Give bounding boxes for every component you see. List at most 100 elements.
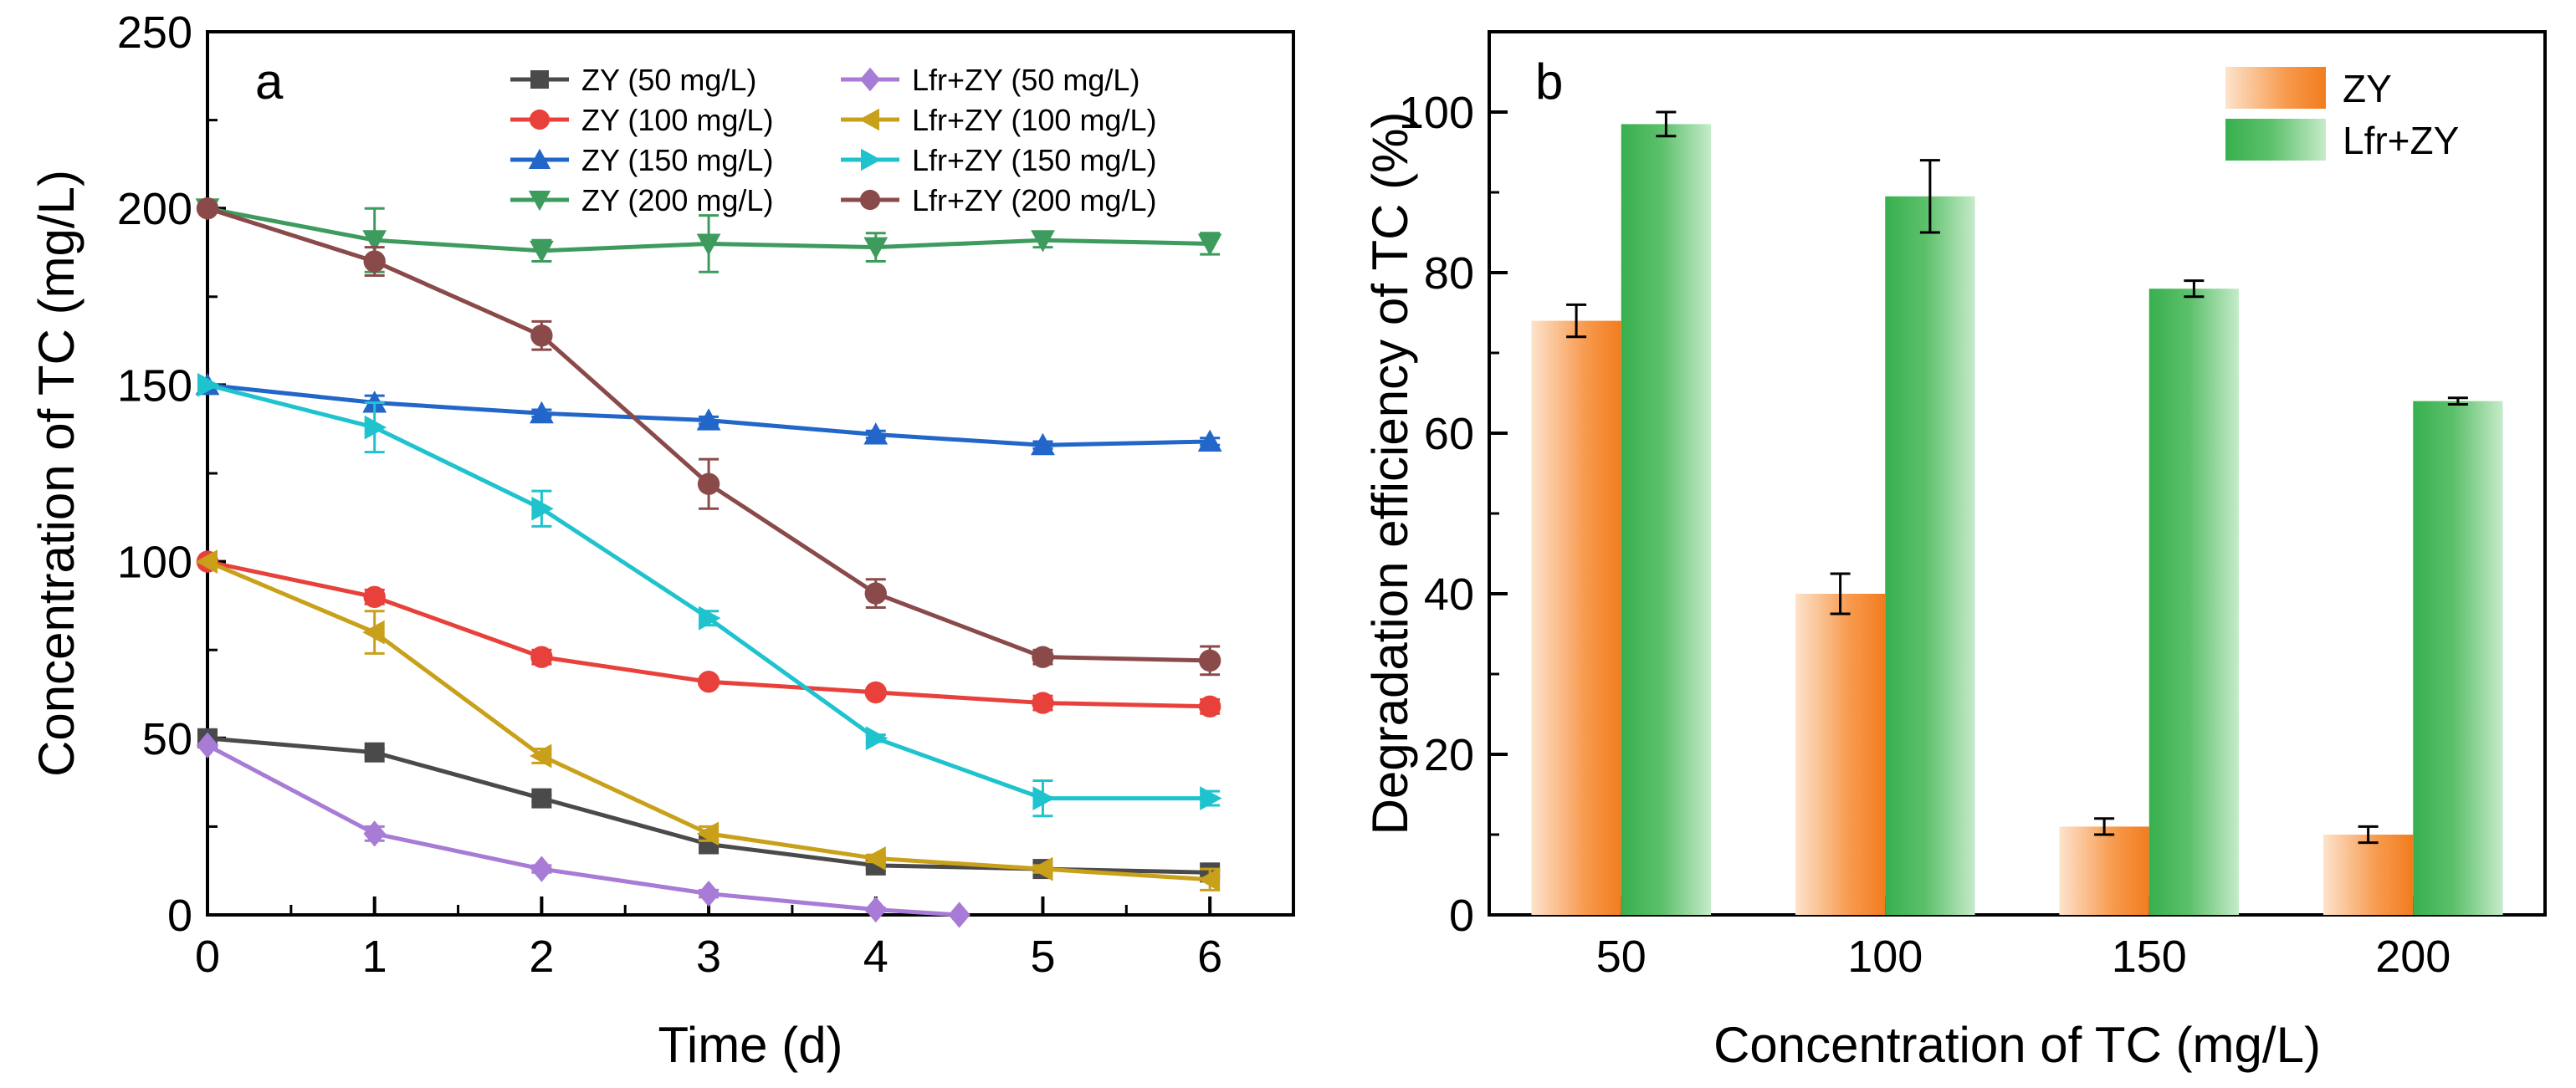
data-point xyxy=(697,881,720,907)
bar-zy-200 xyxy=(2322,835,2414,915)
x-tick-label: 3 xyxy=(696,932,721,982)
data-point xyxy=(196,732,219,759)
y-tick-label: 60 xyxy=(1424,409,1474,459)
bar-lfrzy-150 xyxy=(2148,289,2240,915)
panel-b-y-axis-title: Degradation efficiency of TC (%) xyxy=(1362,112,1418,835)
x-tick-label: 50 xyxy=(1596,932,1646,982)
data-point xyxy=(697,472,720,495)
series-6 xyxy=(197,373,1222,818)
data-point xyxy=(863,422,889,445)
data-point xyxy=(196,197,219,220)
panel-b-legend: ZY Lfr+ZY xyxy=(2225,67,2459,162)
data-point xyxy=(1198,649,1221,672)
y-tick-label: 100 xyxy=(1399,88,1474,138)
series-line xyxy=(206,743,960,917)
data-point xyxy=(696,821,720,846)
x-tick-label: 0 xyxy=(195,932,220,982)
data-point xyxy=(864,681,887,704)
data-point xyxy=(1197,429,1222,452)
legend-label: ZY (150 mg/L) xyxy=(581,143,773,177)
series-5 xyxy=(195,549,1221,892)
data-point xyxy=(1197,233,1222,256)
y-tick-label: 0 xyxy=(1449,891,1474,941)
data-point xyxy=(362,620,385,645)
data-point xyxy=(1198,695,1221,718)
panel-b-letter: b xyxy=(1535,54,1563,110)
data-point xyxy=(1031,432,1055,456)
bar-lfrzy-50 xyxy=(1621,124,1712,915)
bar-zy-150 xyxy=(2059,826,2149,915)
data-point xyxy=(1032,786,1055,811)
legend-label: ZY xyxy=(2343,67,2392,110)
bar-zy-100 xyxy=(1795,594,1886,915)
series-0 xyxy=(197,728,1221,883)
legend-label: Lfr+ZY (50 mg/L) xyxy=(912,63,1139,97)
series-1 xyxy=(196,550,1221,718)
series-2 xyxy=(195,373,1222,456)
series-4 xyxy=(196,732,970,928)
y-tick-label: 20 xyxy=(1424,730,1474,780)
x-tick-label: 1 xyxy=(362,932,387,982)
data-point xyxy=(362,230,387,253)
y-tick-label: 200 xyxy=(117,184,192,234)
data-point xyxy=(865,726,889,751)
panel-a-ticks: 0 1 2 3 4 5 6 0 50 100 150 200 250 xyxy=(117,8,1222,982)
data-point xyxy=(1031,230,1055,253)
data-point xyxy=(529,743,552,769)
data-point xyxy=(363,250,386,273)
y-tick-label: 150 xyxy=(117,360,192,411)
data-point xyxy=(1197,867,1221,892)
legend-label: ZY (100 mg/L) xyxy=(581,103,773,137)
y-tick-label: 100 xyxy=(117,538,192,588)
data-point xyxy=(195,549,218,574)
data-point xyxy=(863,237,889,260)
x-tick-label: 150 xyxy=(2112,932,2187,982)
data-point xyxy=(530,324,553,347)
y-tick-label: 0 xyxy=(167,891,192,941)
data-point xyxy=(696,408,721,431)
data-point xyxy=(1032,646,1054,668)
data-point xyxy=(699,605,721,631)
legend-marker xyxy=(530,70,549,89)
panel-a-line-chart: 0 1 2 3 4 5 6 0 50 100 150 200 250 a Time (d) Concen… xyxy=(28,8,1295,1073)
panel-a-x-axis-title: Time (d) xyxy=(658,1017,842,1073)
legend-label: Lfr+ZY xyxy=(2343,119,2459,162)
y-tick-label: 40 xyxy=(1424,570,1474,620)
legend-swatch xyxy=(2225,119,2326,161)
legend-marker xyxy=(528,191,551,212)
data-point xyxy=(696,233,721,256)
legend-marker xyxy=(858,108,879,131)
data-point xyxy=(531,788,552,809)
data-point xyxy=(530,856,553,882)
legend-marker xyxy=(528,148,551,169)
panel-a-legend: ZY (50 mg/L) ZY (100 mg/L) ZY (150 mg/L) ZY… xyxy=(510,63,1156,217)
data-point xyxy=(1200,786,1222,811)
legend-label: ZY (200 mg/L) xyxy=(581,183,773,217)
x-tick-label: 5 xyxy=(1030,932,1055,982)
data-point xyxy=(531,496,554,521)
legend-label: ZY (50 mg/L) xyxy=(581,63,756,97)
legend-marker xyxy=(861,148,882,171)
x-tick-label: 200 xyxy=(2375,932,2451,982)
x-tick-label: 6 xyxy=(1197,932,1222,982)
legend-label: Lfr+ZY (150 mg/L) xyxy=(912,143,1156,177)
x-tick-label: 4 xyxy=(863,932,889,982)
data-point xyxy=(363,820,386,847)
panel-b-plot-frame xyxy=(1488,30,2547,917)
data-point xyxy=(697,671,720,693)
series-7 xyxy=(196,197,1221,677)
legend-swatch xyxy=(2225,67,2326,109)
bar-zy-50 xyxy=(1531,320,1621,916)
y-tick-label: 80 xyxy=(1424,248,1474,299)
data-point xyxy=(863,846,886,871)
data-point xyxy=(197,373,220,397)
data-point xyxy=(363,585,386,609)
x-tick-label: 2 xyxy=(529,932,554,982)
panel-b-ticks: 0 20 40 60 80 100 50 100 150 200 xyxy=(1399,88,2451,982)
panel-a-series xyxy=(195,197,1222,928)
panel-a-letter: a xyxy=(255,54,284,110)
legend-label: Lfr+ZY (200 mg/L) xyxy=(912,183,1156,217)
panel-a-y-axis-title: Concentration of TC (mg/L) xyxy=(28,170,85,777)
data-point xyxy=(529,240,554,263)
